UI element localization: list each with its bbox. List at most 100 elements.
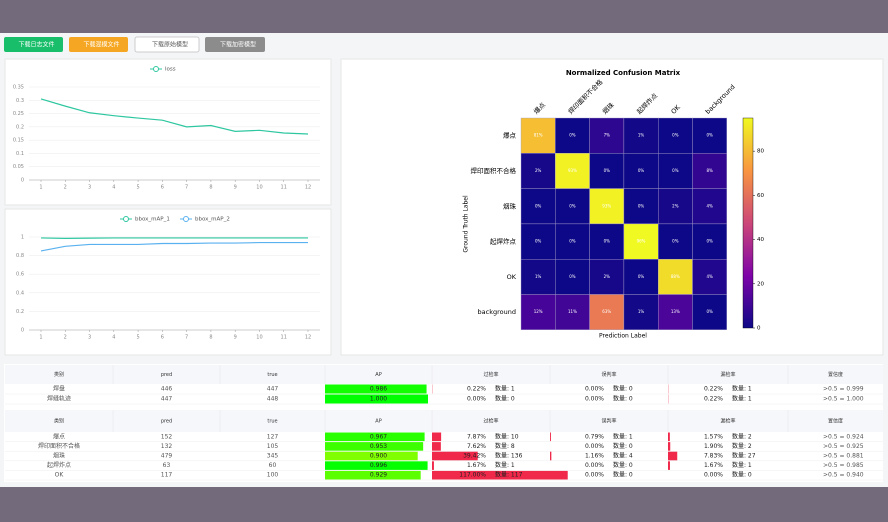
cell-label: 93% (568, 168, 577, 173)
table-cell: >0.5 = 0.925 (823, 443, 864, 450)
rate-value: 1.90% (704, 443, 723, 450)
cell-label: 0% (672, 133, 679, 138)
rate-value: 0.79% (585, 433, 604, 440)
table-cell: 1.000 (370, 396, 387, 403)
column-header: pred (161, 419, 172, 425)
rate-value: 117.00% (459, 472, 486, 479)
table-cell: 焊盘 (53, 385, 65, 393)
y-tick-label: 0.8 (16, 253, 24, 259)
heatmap-cell (623, 223, 659, 260)
y-category: 起焊炸点 (490, 237, 517, 246)
y-category: 爆点 (503, 131, 517, 140)
series-line (40, 241, 308, 252)
rate-value: 0.00% (585, 386, 604, 393)
cell-label: 12% (534, 309, 543, 314)
legend-icon (123, 216, 129, 222)
cell-label: 0% (535, 203, 542, 208)
table-cell: 479 (161, 453, 173, 460)
x-tick-label: 1 (39, 335, 42, 341)
table-header (5, 410, 883, 432)
colorbar-label: 20 (757, 281, 764, 287)
button[interactable]: 下载原始模型 (134, 36, 200, 53)
button[interactable]: 下载日志文件 (4, 37, 63, 52)
heatmap-cell (589, 188, 625, 225)
cell-label: 0% (569, 203, 576, 208)
x-tick-label: 12 (305, 335, 311, 341)
table-cell: 起焊炸点 (47, 461, 71, 469)
table-cell: 152 (161, 433, 173, 440)
y-tick-label: 0.1 (16, 151, 24, 157)
column-header: 漏检率 (720, 418, 735, 425)
heatmap-cell (555, 294, 590, 330)
legend-label: bbox_mAP_1 (135, 217, 170, 223)
table-cell: 0.900 (370, 453, 387, 460)
x-tick-label: 11 (281, 185, 287, 191)
rate-count: 数量: 1 (732, 461, 752, 469)
cell-label: 0% (706, 309, 713, 314)
table-cell: 345 (267, 453, 279, 460)
column-header: true (267, 419, 277, 425)
cell-label: 0% (604, 239, 611, 244)
rate-count: 数量: 0 (613, 395, 633, 403)
heatmap-cell (623, 259, 659, 295)
x-tick-label: 4 (112, 185, 115, 191)
column-header: AP (375, 419, 381, 425)
column-header: 漏检率 (720, 371, 735, 378)
x-tick-label: 5 (136, 185, 139, 191)
button-label: 下载原始模型 (152, 41, 188, 49)
y-tick-label: 1 (21, 235, 24, 241)
heatmap-cell (658, 259, 693, 295)
x-tick-label: 1 (39, 185, 42, 191)
button[interactable]: 下载混模文件 (69, 37, 128, 52)
y-category: background (478, 308, 516, 316)
x-tick-label: 7 (185, 185, 188, 191)
cell-label: 7% (604, 133, 611, 138)
x-tick-label: 8 (209, 185, 212, 191)
button[interactable]: 下载加密模型 (205, 37, 265, 52)
rate-bar (550, 432, 551, 442)
x-tick-label: 6 (161, 335, 164, 341)
heatmap-cell (623, 188, 659, 225)
series-line (40, 98, 309, 135)
button-label: 下载加密模型 (220, 41, 256, 49)
legend-icon (153, 66, 159, 72)
rate-value: 7.62% (467, 443, 486, 450)
colorbar-label: 40 (757, 237, 764, 243)
button-bg (69, 37, 128, 52)
cell-label: 0% (638, 203, 645, 208)
table-cell: >0.5 = 0.940 (823, 472, 864, 479)
heatmap-cell (589, 153, 625, 189)
x-tick-label: 8 (209, 335, 212, 341)
legend-label: bbox_mAP_2 (195, 217, 230, 223)
y-category: 焊印面积不合格 (471, 166, 517, 175)
column-header: 置信度 (828, 371, 843, 378)
rate-count: 数量: 8 (495, 442, 515, 450)
cell-label: 0% (706, 133, 713, 138)
cell-label: 2% (604, 274, 611, 279)
rate-bar (432, 451, 478, 461)
x-tick-label: 2 (64, 335, 67, 341)
rate-count: 数量: 1 (732, 385, 752, 393)
y-tick-label: 0.35 (13, 85, 24, 91)
table-cell: 爆点 (53, 432, 65, 440)
cell-label: 1% (638, 133, 645, 138)
button-bg (205, 37, 265, 52)
table-cell: 132 (161, 443, 173, 450)
x-tick-label: 3 (88, 335, 91, 341)
heatmap-cell (658, 294, 693, 330)
top-band (0, 0, 888, 33)
heatmap-cell (692, 259, 727, 295)
table-header (5, 365, 883, 384)
ap-bar (325, 470, 421, 480)
column-header: 过检率 (483, 371, 498, 378)
table-cell: 60 (269, 462, 277, 469)
table-cell: 0.986 (370, 386, 387, 393)
cell-label: 1% (535, 274, 542, 279)
button-label: 下载日志文件 (18, 41, 54, 49)
heatmap-cell (692, 223, 727, 260)
heatmap-cell (589, 117, 625, 154)
heatmap-cell (692, 153, 727, 189)
y-tick-label: 0.6 (16, 272, 24, 278)
